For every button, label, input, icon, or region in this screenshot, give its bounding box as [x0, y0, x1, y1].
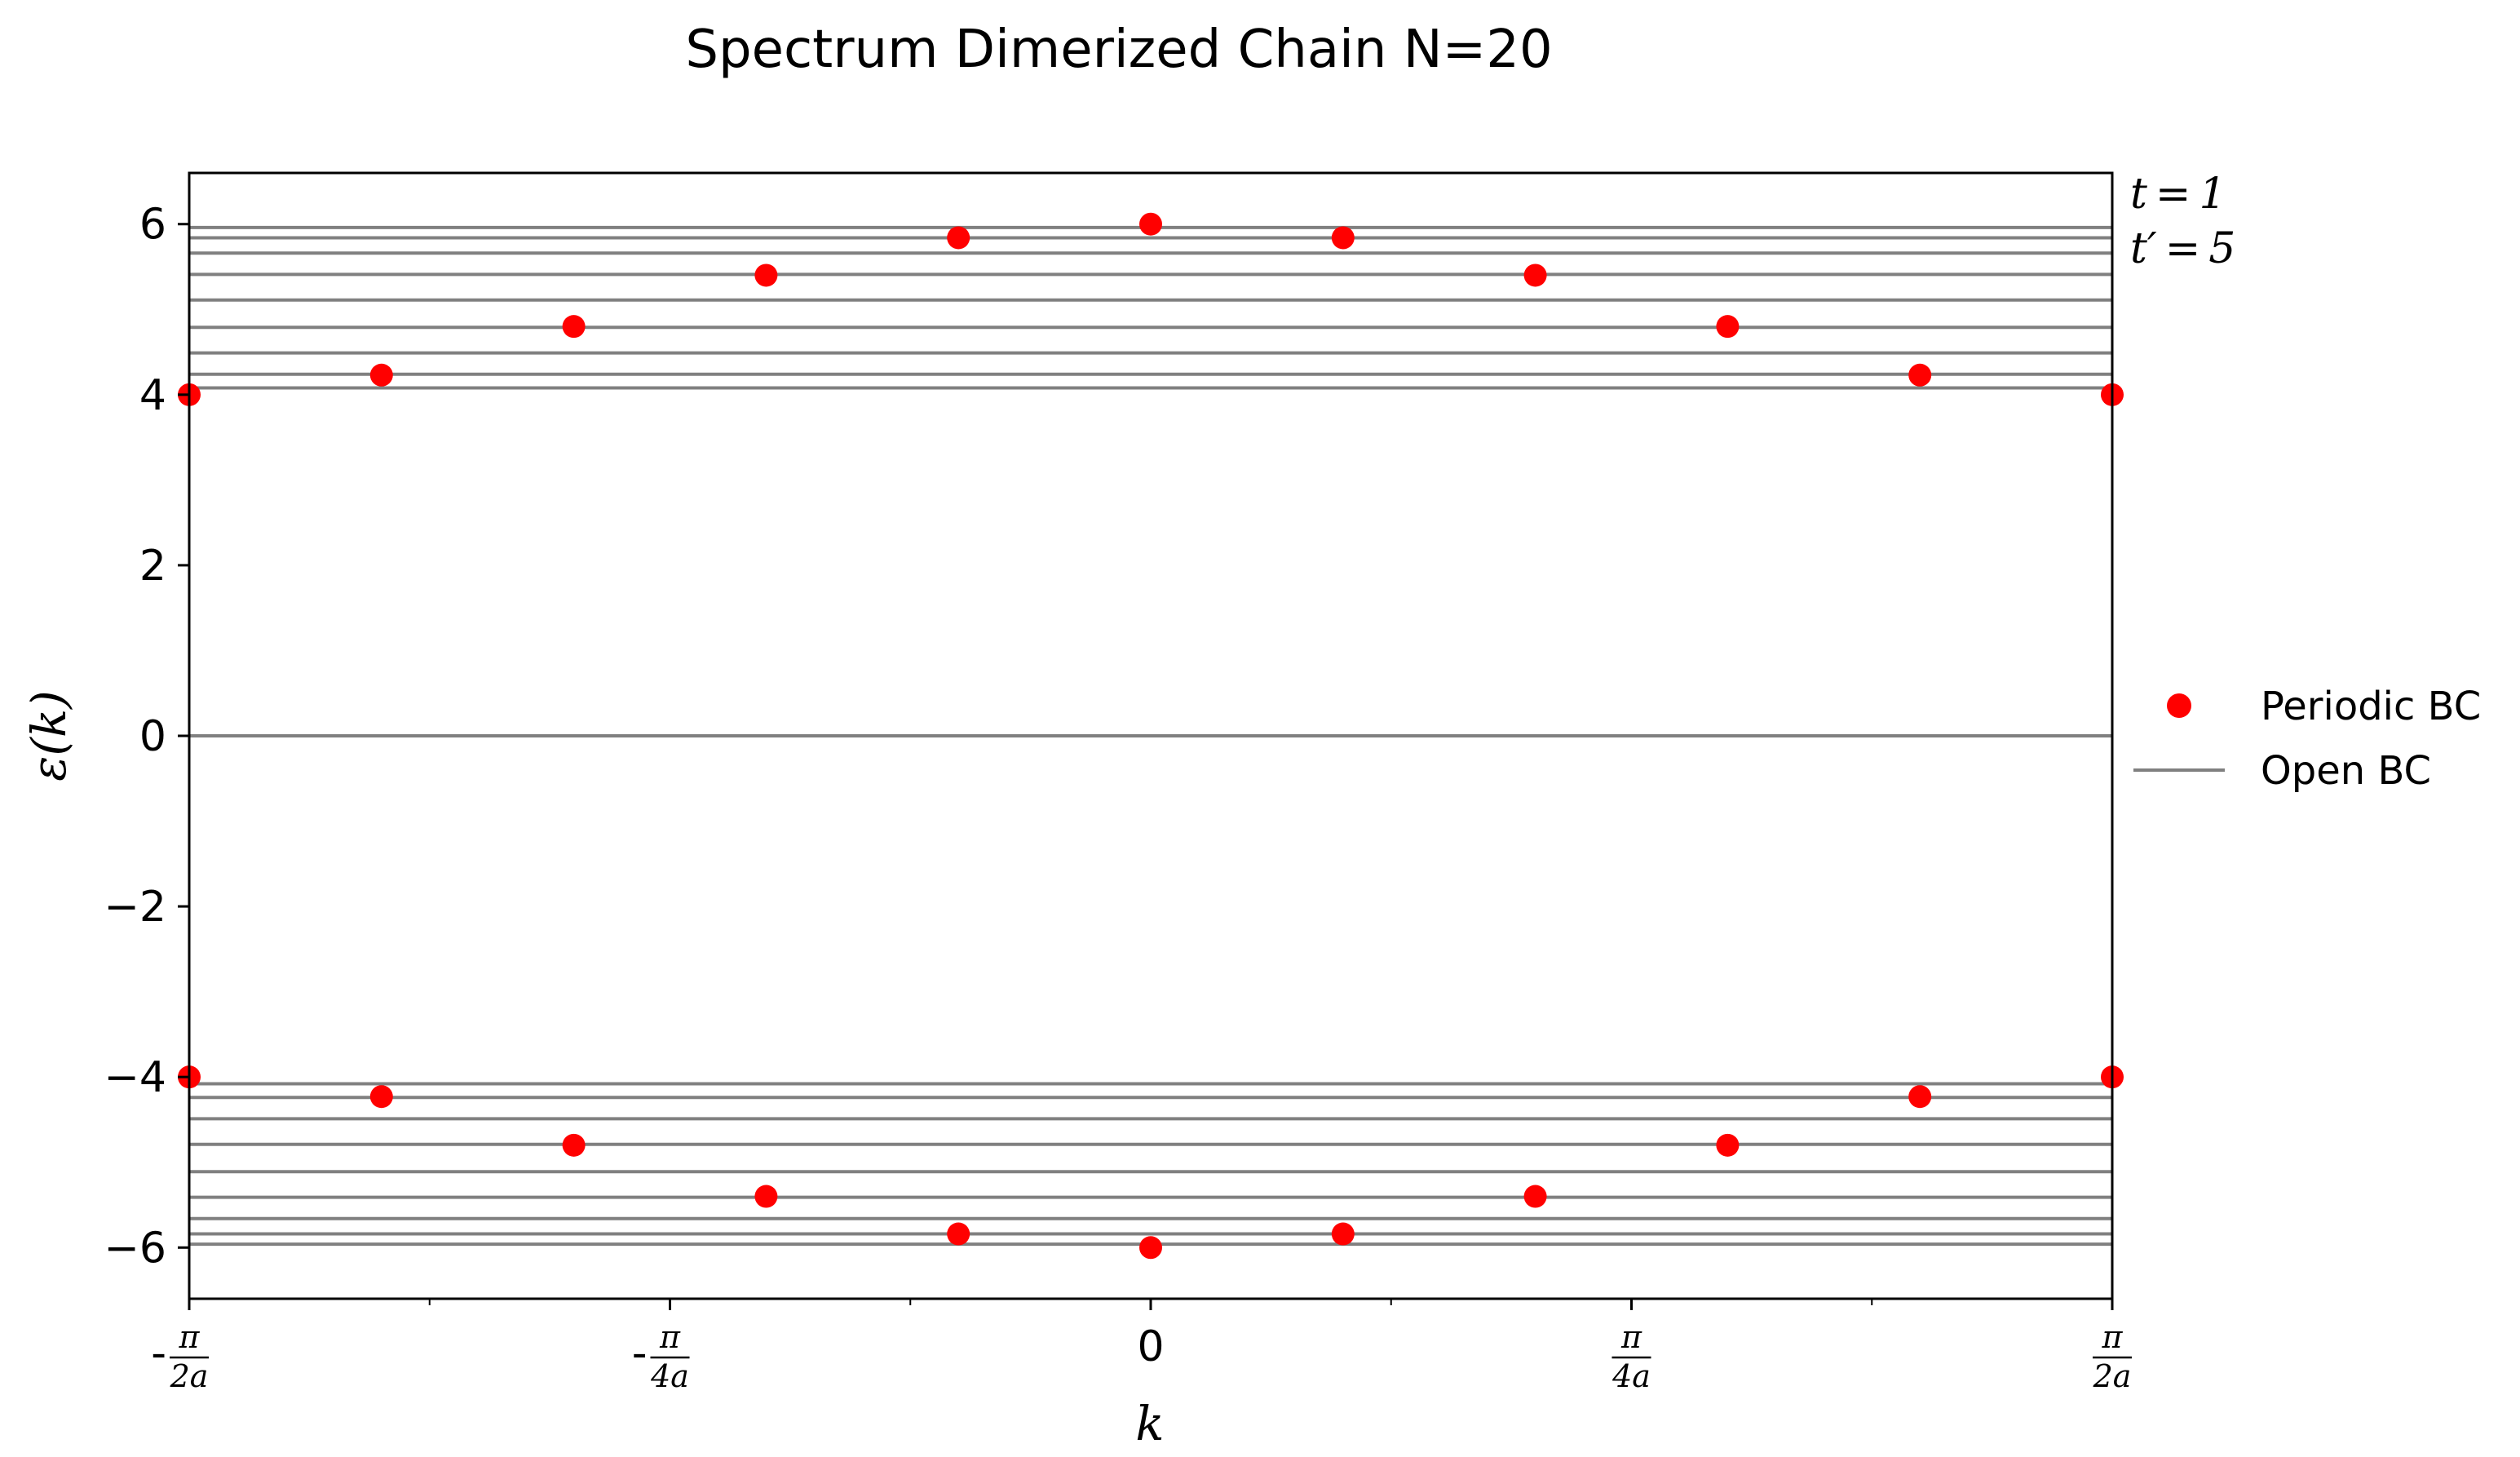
- periodic-bc-point: [947, 226, 970, 250]
- legend-marker-periodic-bc: [2167, 693, 2191, 718]
- periodic-bc-point: [754, 264, 778, 287]
- x-tick-numerator: π: [1620, 1319, 1642, 1355]
- periodic-bc-point: [1523, 1185, 1547, 1208]
- periodic-bc-point: [1331, 1222, 1355, 1246]
- x-tick-label: 0: [1137, 1322, 1164, 1371]
- annotation-t: t = 1: [2130, 170, 2226, 219]
- y-tick-label: 6: [139, 201, 166, 250]
- periodic-bc-point: [1716, 1133, 1740, 1157]
- periodic-bc-point: [369, 1085, 393, 1109]
- x-tick-denominator: 4a: [650, 1358, 689, 1394]
- y-tick-label: −6: [104, 1224, 166, 1273]
- periodic-bc-point: [369, 363, 393, 387]
- x-tick-label: π2a-: [151, 1319, 209, 1394]
- x-tick-label: π4a-: [632, 1319, 690, 1394]
- x-tick-sign: -: [151, 1329, 166, 1378]
- periodic-bc-point: [1908, 1085, 1932, 1109]
- y-axis-ticks: −6 −4 −2 0 2 4 6: [104, 201, 189, 1273]
- y-tick-label: 0: [139, 712, 166, 761]
- periodic-bc-point: [1331, 226, 1355, 250]
- annotation-t-prime: t′ = 5: [2130, 224, 2235, 273]
- x-tick-label: π4a: [1611, 1319, 1651, 1394]
- periodic-bc-point: [1523, 264, 1547, 287]
- x-tick-label: π2a: [2093, 1319, 2132, 1394]
- x-tick-denominator: 2a: [2093, 1358, 2132, 1394]
- y-tick-label: −2: [104, 883, 166, 932]
- periodic-bc-point: [947, 1222, 970, 1246]
- y-tick-label: 2: [139, 542, 166, 591]
- open-bc-levels: [189, 225, 2112, 1247]
- x-tick-denominator: 4a: [1611, 1358, 1651, 1394]
- x-tick-numerator: π: [179, 1319, 201, 1355]
- y-tick-label: −4: [104, 1053, 166, 1102]
- y-axis-label: ε(k): [21, 690, 77, 782]
- x-axis-label: k: [1135, 1396, 1164, 1451]
- x-tick-sign: -: [632, 1329, 648, 1378]
- x-tick-numerator: π: [2102, 1319, 2124, 1355]
- y-tick-label: 4: [139, 371, 166, 420]
- periodic-bc-point: [562, 1133, 586, 1157]
- periodic-bc-point: [1716, 315, 1740, 339]
- legend-label-periodic-bc: Periodic BC: [2261, 684, 2481, 729]
- periodic-bc-point: [754, 1185, 778, 1208]
- periodic-bc-point: [1139, 212, 1162, 236]
- chart-title: Spectrum Dimerized Chain N=20: [685, 20, 1552, 80]
- x-tick-denominator: 2a: [170, 1358, 209, 1394]
- x-tick-numerator: π: [659, 1319, 681, 1355]
- legend-label-open-bc: Open BC: [2261, 748, 2431, 794]
- legend: Periodic BC Open BC: [2133, 684, 2481, 794]
- parameter-annotations: t = 1 t′ = 5: [2130, 170, 2235, 273]
- periodic-bc-point: [562, 315, 586, 339]
- periodic-bc-point: [1139, 1236, 1162, 1260]
- periodic-bc-point: [1908, 363, 1932, 387]
